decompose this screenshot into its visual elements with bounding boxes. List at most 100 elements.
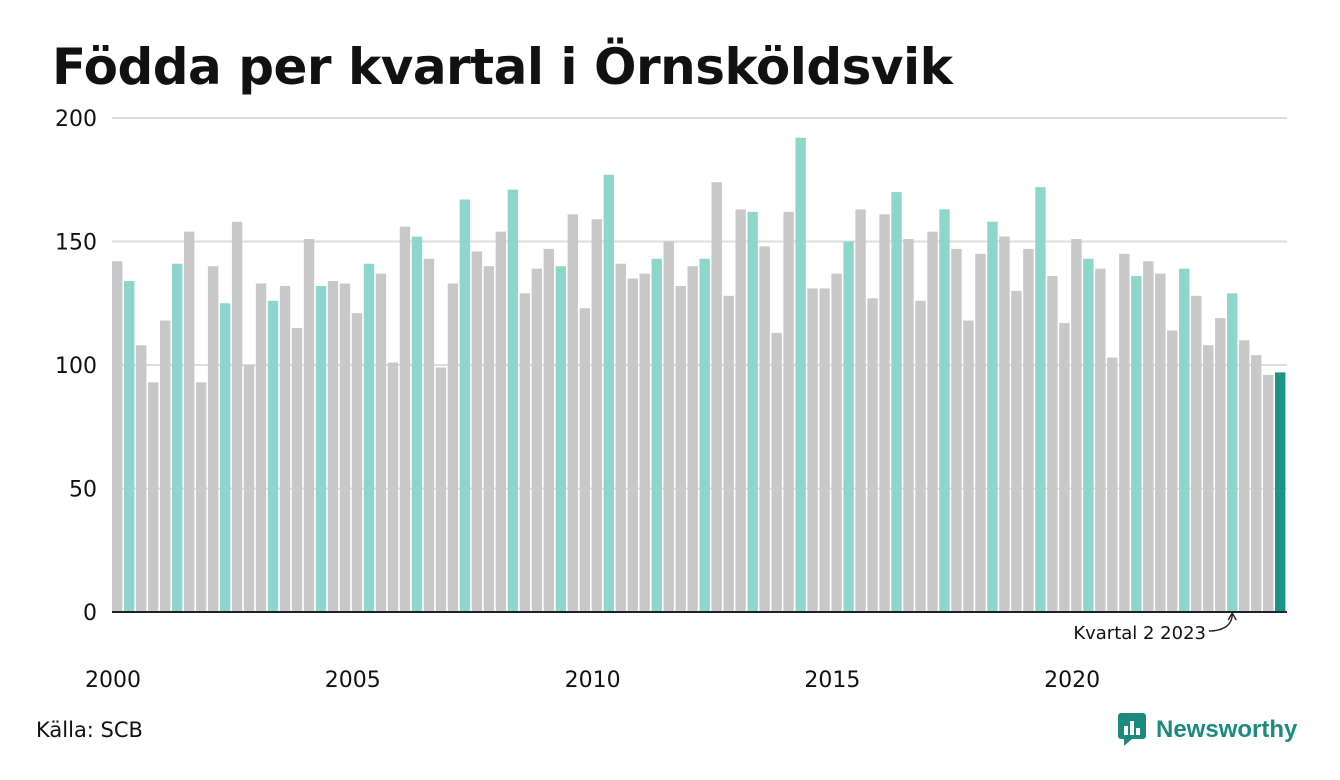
bar bbox=[1011, 290, 1022, 612]
bar bbox=[675, 285, 686, 612]
bar bbox=[1071, 239, 1082, 612]
annotation-label: Kvartal 2 2023 bbox=[1073, 623, 1206, 644]
bar bbox=[1083, 258, 1094, 612]
bar bbox=[1179, 268, 1190, 612]
bar bbox=[795, 137, 806, 612]
bar bbox=[1023, 248, 1034, 612]
bar bbox=[1119, 253, 1130, 612]
bar bbox=[1191, 295, 1202, 612]
bar bbox=[723, 295, 734, 612]
bar bbox=[1047, 276, 1058, 612]
bar bbox=[219, 303, 231, 612]
bar bbox=[999, 236, 1010, 612]
bar bbox=[459, 199, 471, 612]
y-axis-labels: 0 50 100 150 200 bbox=[55, 107, 97, 626]
bar bbox=[1251, 355, 1262, 612]
y-tick-label: 50 bbox=[69, 478, 97, 503]
bar bbox=[543, 248, 555, 612]
bar bbox=[1035, 187, 1046, 612]
bar bbox=[591, 219, 602, 612]
bar bbox=[603, 174, 614, 612]
bar bbox=[759, 246, 770, 612]
bar bbox=[639, 273, 650, 612]
brand-logo: Newsworthy bbox=[1118, 713, 1297, 747]
x-tick-label: 2015 bbox=[804, 668, 860, 693]
bar bbox=[447, 283, 459, 612]
bar bbox=[939, 209, 950, 612]
bar bbox=[1239, 340, 1250, 612]
annotation-arrowhead bbox=[1227, 611, 1237, 621]
bar bbox=[135, 345, 147, 612]
bar bbox=[927, 231, 938, 612]
bar bbox=[483, 266, 495, 612]
bar bbox=[267, 300, 279, 612]
bar bbox=[627, 278, 638, 612]
bar bbox=[171, 263, 183, 612]
x-tick-label: 2020 bbox=[1044, 668, 1100, 693]
x-tick-label: 2000 bbox=[85, 668, 141, 693]
bar bbox=[387, 362, 399, 612]
bar bbox=[435, 367, 447, 612]
bar bbox=[231, 221, 243, 613]
bar bbox=[147, 382, 159, 612]
bar bbox=[807, 288, 818, 612]
bar bbox=[1275, 372, 1286, 612]
bar bbox=[279, 285, 291, 612]
y-tick-label: 150 bbox=[55, 231, 97, 256]
bar bbox=[1107, 357, 1118, 612]
bar bbox=[819, 288, 830, 612]
bar bbox=[843, 241, 854, 612]
bar bbox=[1059, 323, 1070, 612]
bar bbox=[711, 182, 722, 612]
bar bbox=[363, 263, 375, 612]
bar bbox=[123, 281, 135, 612]
bar bbox=[351, 313, 363, 612]
bar bbox=[735, 209, 746, 612]
bar bbox=[291, 327, 303, 612]
bar bbox=[1131, 276, 1142, 612]
bar bbox=[915, 300, 926, 612]
bar bbox=[579, 308, 590, 612]
bar bbox=[495, 231, 507, 612]
bar bbox=[327, 281, 339, 612]
brand-name: Newsworthy bbox=[1156, 716, 1298, 743]
annotation-arrow bbox=[1208, 613, 1233, 632]
bar bbox=[423, 258, 435, 612]
bar bbox=[771, 332, 782, 612]
bars bbox=[112, 137, 1286, 613]
bar bbox=[375, 273, 387, 612]
source-label: Källa: SCB bbox=[36, 718, 143, 742]
bar bbox=[963, 320, 974, 612]
bar bbox=[867, 298, 878, 612]
x-axis-labels: 2000 2005 2010 2015 2020 bbox=[85, 668, 1100, 693]
bar bbox=[471, 251, 483, 612]
bar bbox=[951, 248, 962, 612]
bar bbox=[1227, 293, 1238, 612]
bar bbox=[687, 266, 698, 612]
bar bbox=[555, 266, 567, 612]
y-tick-label: 0 bbox=[83, 601, 97, 626]
bar bbox=[903, 239, 914, 612]
bar bbox=[339, 283, 351, 612]
y-tick-label: 200 bbox=[55, 107, 97, 132]
bar bbox=[783, 211, 794, 613]
bar bbox=[615, 263, 626, 612]
annotation: Kvartal 2 2023 bbox=[1073, 611, 1237, 644]
bar bbox=[243, 365, 255, 612]
bar bbox=[255, 283, 267, 612]
bar bbox=[987, 221, 998, 613]
bar bbox=[699, 258, 710, 612]
bar bbox=[651, 258, 662, 612]
bar bbox=[747, 211, 758, 613]
bar bbox=[663, 241, 674, 612]
bar bbox=[315, 285, 327, 612]
bar bbox=[879, 214, 890, 612]
bar bbox=[891, 192, 902, 612]
bar bbox=[1155, 273, 1166, 612]
bar bbox=[183, 231, 195, 612]
bar bbox=[831, 273, 842, 612]
bar bbox=[1167, 330, 1178, 612]
bar bbox=[1143, 261, 1154, 612]
bar bbox=[531, 268, 543, 612]
